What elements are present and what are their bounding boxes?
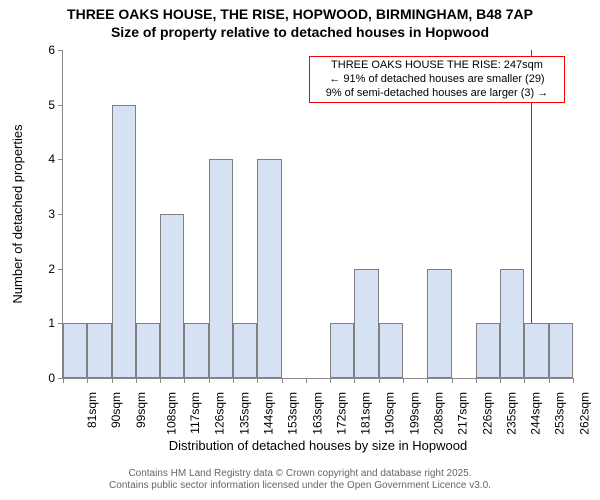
xtick-label: 181sqm	[359, 392, 373, 435]
xtick-label: 99sqm	[134, 392, 148, 428]
xtick-label: 144sqm	[262, 392, 276, 435]
annotation-box: THREE OAKS HOUSE THE RISE: 247sqm ← 91% …	[309, 56, 565, 103]
ytick-label: 5	[48, 98, 55, 112]
xtick-mark	[282, 378, 283, 383]
ytick-label: 2	[48, 262, 55, 276]
xtick-mark	[257, 378, 258, 383]
xtick-label: 253sqm	[553, 392, 567, 435]
xtick-label: 208sqm	[432, 392, 446, 435]
xtick-mark	[573, 378, 574, 383]
xtick-mark	[306, 378, 307, 383]
y-axis-label: Number of detached properties	[10, 124, 25, 303]
annotation-line-1: THREE OAKS HOUSE THE RISE: 247sqm	[314, 59, 560, 73]
bar	[209, 159, 233, 378]
bar	[136, 323, 160, 378]
attribution-line-1: Contains HM Land Registry data © Crown c…	[0, 468, 600, 480]
xtick-label: 262sqm	[577, 392, 591, 435]
xtick-mark	[379, 378, 380, 383]
xtick-mark	[209, 378, 210, 383]
xtick-mark	[549, 378, 550, 383]
xtick-mark	[524, 378, 525, 383]
xtick-mark	[427, 378, 428, 383]
bar	[160, 214, 184, 378]
bar	[549, 323, 573, 378]
xtick-mark	[87, 378, 88, 383]
title-line-1: THREE OAKS HOUSE, THE RISE, HOPWOOD, BIR…	[0, 6, 600, 24]
bar	[500, 269, 524, 378]
ytick-label: 3	[48, 207, 55, 221]
plot-area: Number of detached properties THREE OAKS…	[62, 50, 573, 379]
xtick-mark	[184, 378, 185, 383]
ytick-label: 0	[48, 371, 55, 385]
bar	[427, 269, 451, 378]
xtick-label: 163sqm	[310, 392, 324, 435]
ytick-mark	[58, 105, 63, 106]
xtick-label: 81sqm	[85, 392, 99, 428]
title-line-2: Size of property relative to detached ho…	[0, 24, 600, 42]
ytick-mark	[58, 214, 63, 215]
bar	[257, 159, 281, 378]
annotation-line-2: ← 91% of detached houses are smaller (29…	[314, 73, 560, 87]
bar	[87, 323, 111, 378]
xtick-label: 235sqm	[505, 392, 519, 435]
xtick-mark	[476, 378, 477, 383]
xtick-label: 217sqm	[456, 392, 470, 435]
attribution: Contains HM Land Registry data © Crown c…	[0, 468, 600, 492]
bar	[476, 323, 500, 378]
bar	[63, 323, 87, 378]
xtick-label: 172sqm	[335, 392, 349, 435]
xtick-mark	[403, 378, 404, 383]
bar	[330, 323, 354, 378]
bar	[524, 323, 548, 378]
ytick-label: 4	[48, 152, 55, 166]
xtick-label: 199sqm	[407, 392, 421, 435]
ytick-mark	[58, 159, 63, 160]
title-block: THREE OAKS HOUSE, THE RISE, HOPWOOD, BIR…	[0, 6, 600, 41]
xtick-mark	[452, 378, 453, 383]
xtick-mark	[354, 378, 355, 383]
annotation-line-3: 9% of semi-detached houses are larger (3…	[314, 87, 560, 101]
bar	[112, 105, 136, 378]
xtick-label: 126sqm	[213, 392, 227, 435]
attribution-line-2: Contains public sector information licen…	[0, 480, 600, 492]
chart-root: THREE OAKS HOUSE, THE RISE, HOPWOOD, BIR…	[0, 0, 600, 500]
xtick-label: 135sqm	[237, 392, 251, 435]
bar	[354, 269, 378, 378]
xtick-mark	[63, 378, 64, 383]
xtick-label: 244sqm	[529, 392, 543, 435]
xtick-mark	[136, 378, 137, 383]
ytick-label: 6	[48, 43, 55, 57]
bar	[379, 323, 403, 378]
bar	[184, 323, 208, 378]
xtick-label: 117sqm	[188, 392, 202, 434]
xtick-label: 153sqm	[286, 392, 300, 435]
ytick-mark	[58, 269, 63, 270]
xtick-label: 108sqm	[165, 392, 179, 435]
xtick-mark	[112, 378, 113, 383]
xtick-label: 226sqm	[480, 392, 494, 435]
xtick-mark	[500, 378, 501, 383]
x-axis-label: Distribution of detached houses by size …	[63, 438, 573, 453]
xtick-label: 90sqm	[109, 392, 123, 428]
ytick-mark	[58, 50, 63, 51]
xtick-label: 190sqm	[383, 392, 397, 435]
bar	[233, 323, 257, 378]
xtick-mark	[233, 378, 234, 383]
xtick-mark	[160, 378, 161, 383]
xtick-mark	[330, 378, 331, 383]
ytick-label: 1	[48, 316, 55, 330]
